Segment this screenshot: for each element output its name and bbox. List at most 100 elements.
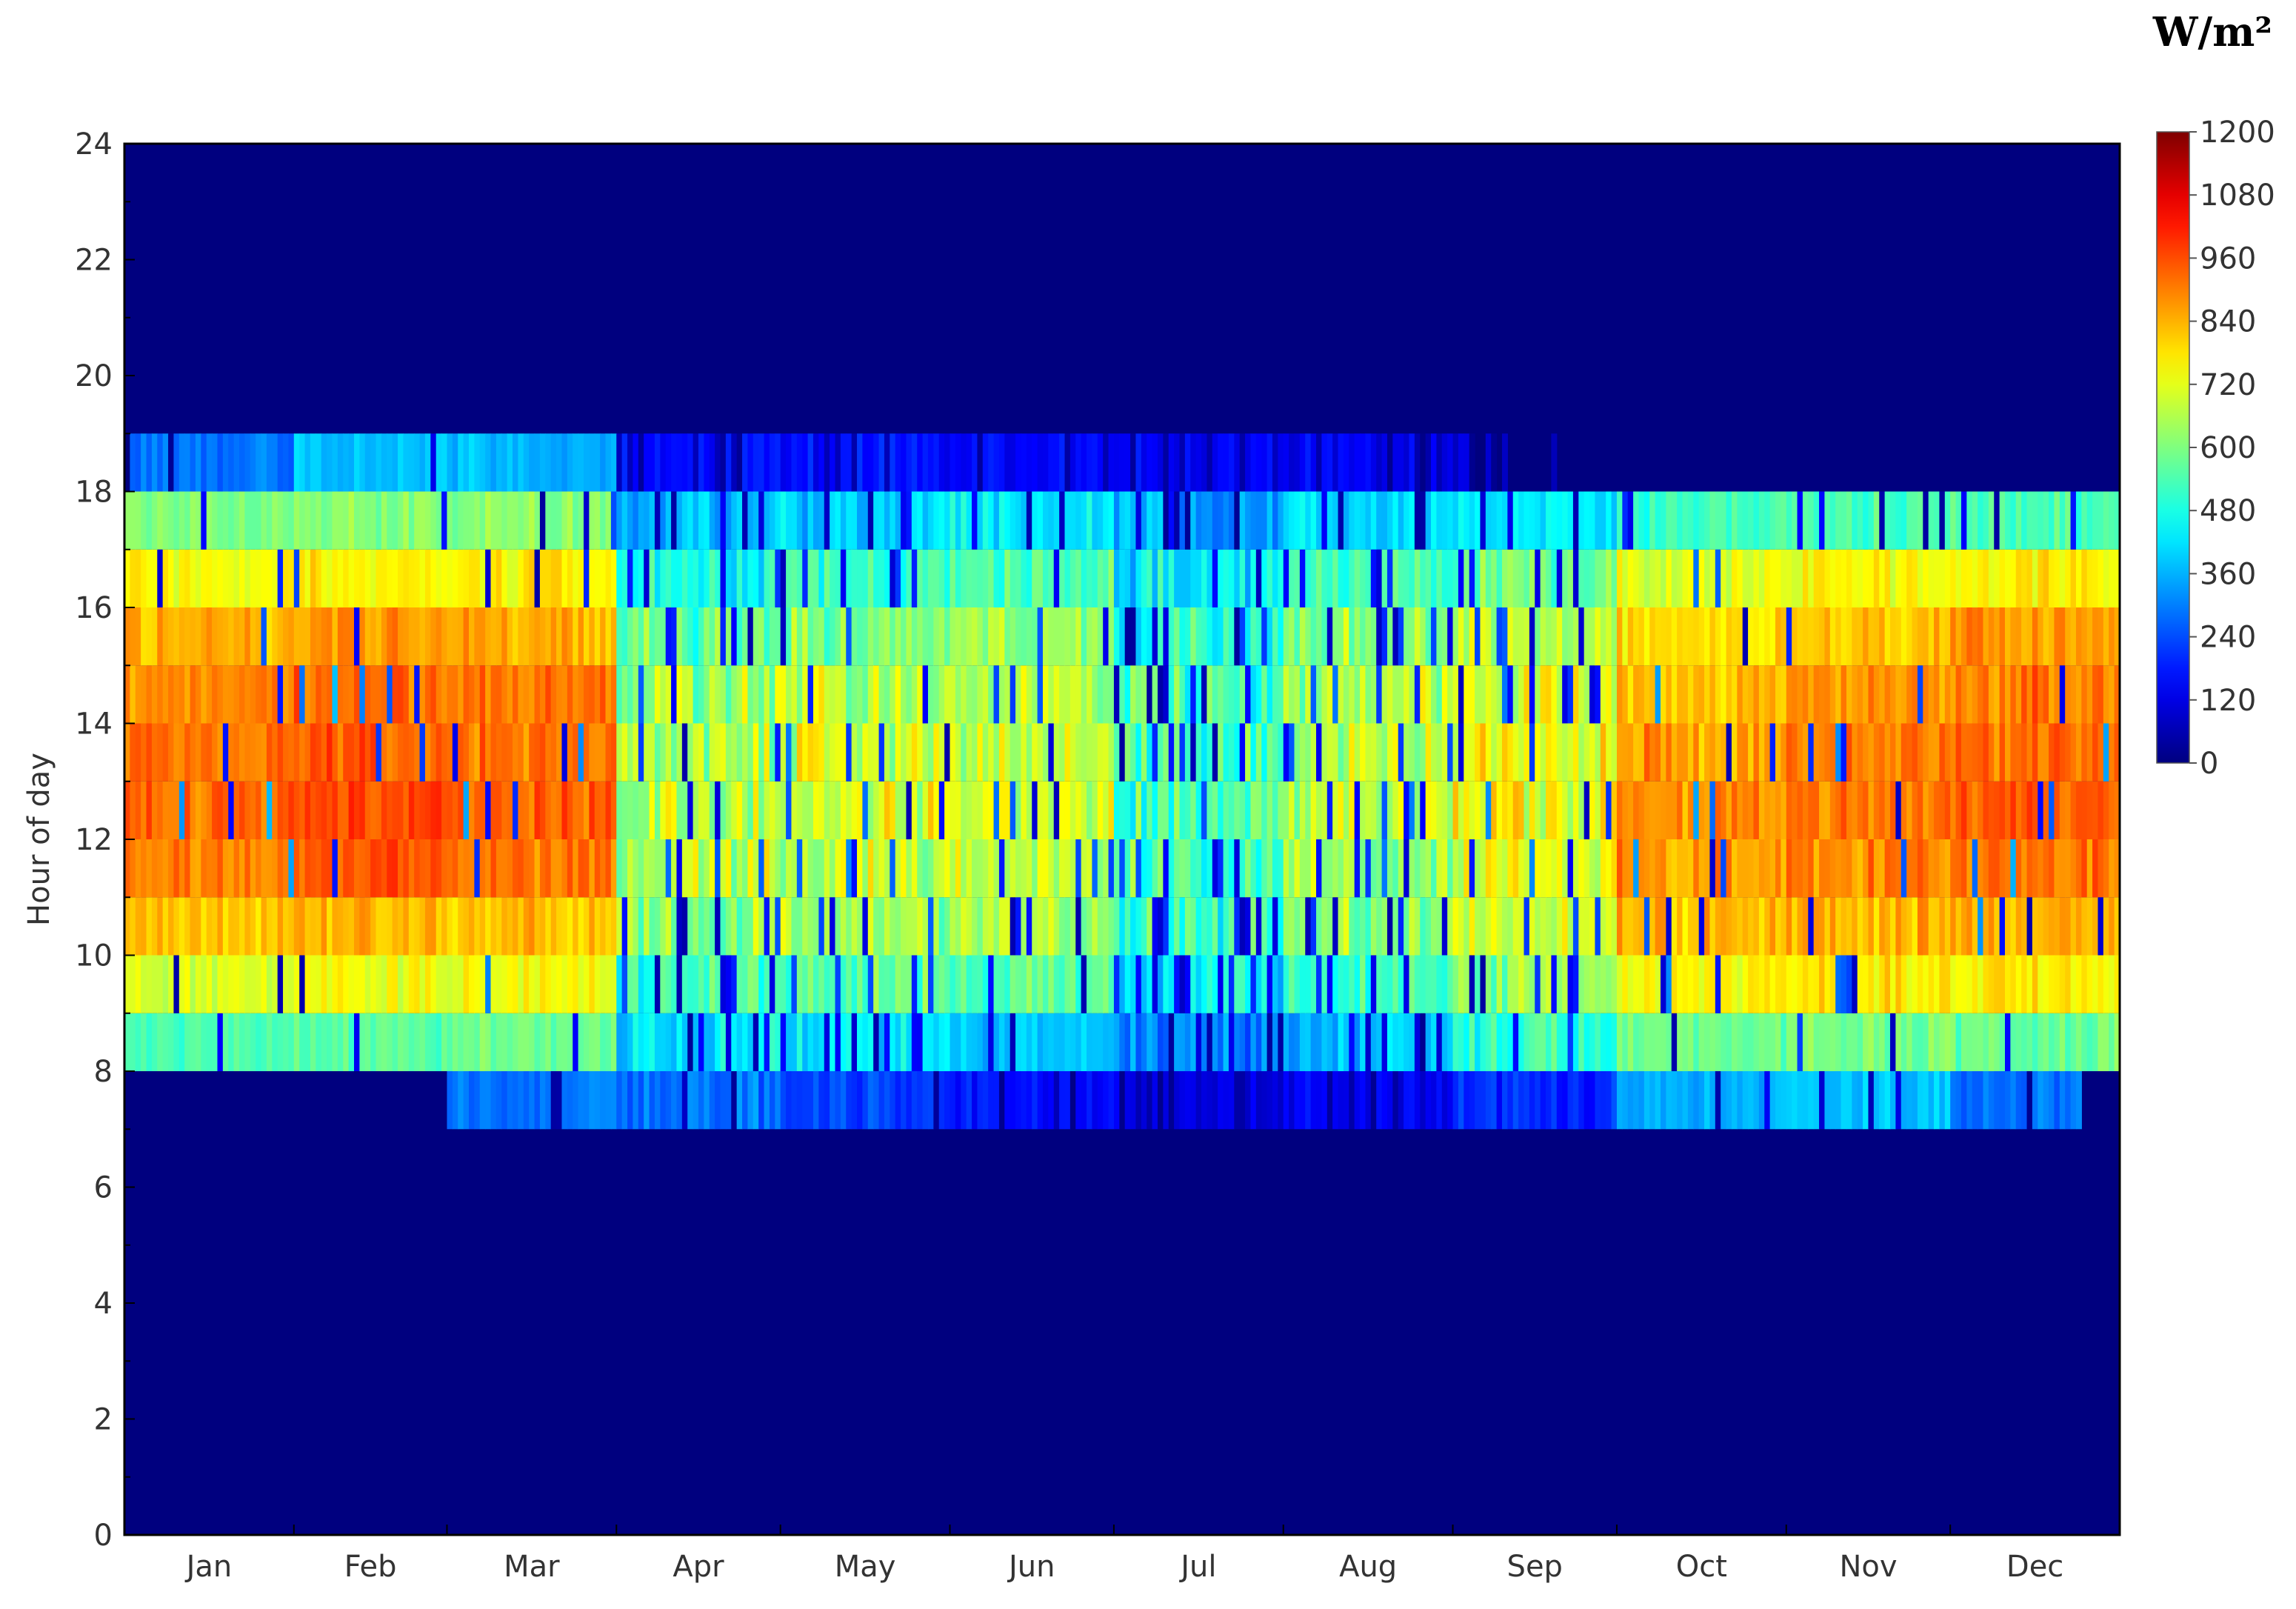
heatmap-cell	[441, 839, 448, 898]
heatmap-cell	[758, 781, 765, 839]
heatmap-cell	[878, 433, 885, 492]
heatmap-cell	[573, 607, 579, 666]
heatmap-cell	[556, 781, 563, 839]
y-tick-label: 4	[94, 1287, 113, 1321]
heatmap-cell	[1321, 1013, 1328, 1071]
heatmap-cell	[1546, 491, 1552, 550]
heatmap-cell	[228, 433, 235, 492]
heatmap-cell	[266, 607, 273, 666]
heatmap-cell	[304, 607, 311, 666]
heatmap-cell	[1753, 839, 1760, 898]
heatmap-cell	[424, 839, 431, 898]
heatmap-cell	[802, 607, 809, 666]
heatmap-cell	[654, 781, 661, 839]
heatmap-cell	[1698, 723, 1705, 782]
heatmap-cell	[950, 549, 956, 607]
heatmap-cell	[419, 839, 426, 898]
heatmap-cell	[610, 781, 617, 839]
heatmap-cell	[583, 897, 590, 956]
heatmap-cell	[327, 433, 333, 492]
heatmap-cell	[1370, 433, 1377, 492]
heatmap-cell	[1386, 1013, 1393, 1071]
heatmap-cell	[1147, 491, 1153, 550]
heatmap-cell	[408, 491, 415, 550]
heatmap-cell	[501, 955, 508, 1013]
heatmap-cell	[1184, 607, 1191, 666]
heatmap-cell	[250, 781, 256, 839]
heatmap-cell	[1037, 955, 1044, 1013]
heatmap-cell	[736, 897, 743, 956]
heatmap-cell	[1075, 955, 1082, 1013]
heatmap-cell	[206, 433, 213, 492]
heatmap-cell	[1512, 491, 1519, 550]
heatmap-cell	[1168, 433, 1175, 492]
heatmap-cell	[1032, 433, 1038, 492]
heatmap-cell	[2086, 955, 2093, 1013]
heatmap-cell	[1687, 665, 1694, 724]
heatmap-cell	[2049, 723, 2055, 782]
heatmap-cell	[1955, 1013, 1962, 1071]
heatmap-cell	[2059, 665, 2066, 724]
heatmap-cell	[1294, 665, 1301, 724]
heatmap-cell	[398, 839, 404, 898]
heatmap-cell	[1425, 955, 1432, 1013]
heatmap-cell	[1912, 665, 1918, 724]
heatmap-cell	[392, 607, 398, 666]
heatmap-cell	[1223, 665, 1229, 724]
heatmap-cell	[222, 839, 229, 898]
heatmap-cell	[1792, 955, 1798, 1013]
heatmap-cell	[1852, 723, 1858, 782]
heatmap-cell	[1343, 607, 1349, 666]
heatmap-cell	[304, 897, 311, 956]
heatmap-cell	[1726, 549, 1732, 607]
heatmap-cell	[1316, 781, 1322, 839]
heatmap-cell	[1228, 549, 1235, 607]
heatmap-cell	[1431, 607, 1437, 666]
heatmap-cell	[610, 1013, 617, 1071]
heatmap-cell	[283, 1013, 290, 1071]
heatmap-cell	[321, 839, 327, 898]
heatmap-cell	[1737, 491, 1743, 550]
heatmap-cell	[485, 781, 492, 839]
heatmap-cell	[2065, 607, 2072, 666]
heatmap-cell	[786, 723, 792, 782]
heatmap-cell	[1223, 1071, 1229, 1130]
heatmap-cell	[184, 897, 191, 956]
heatmap-cell	[1824, 781, 1831, 839]
heatmap-cell	[370, 897, 377, 956]
heatmap-cell	[840, 665, 847, 724]
heatmap-cell	[1884, 549, 1891, 607]
heatmap-cell	[168, 1013, 175, 1071]
heatmap-cell	[556, 897, 563, 956]
heatmap-cell	[1283, 1071, 1289, 1130]
heatmap-cell	[178, 607, 185, 666]
heatmap-cell	[1184, 1013, 1191, 1071]
heatmap-cell	[1496, 723, 1503, 782]
heatmap-cell	[1108, 491, 1115, 550]
heatmap-cell	[1589, 839, 1596, 898]
heatmap-cell	[704, 723, 710, 782]
heatmap-cell	[830, 1071, 836, 1130]
heatmap-cell	[1884, 665, 1891, 724]
heatmap-cell	[348, 491, 355, 550]
heatmap-cell	[1753, 549, 1760, 607]
heatmap-cell	[474, 549, 481, 607]
heatmap-cell	[698, 1013, 704, 1071]
heatmap-cell	[398, 897, 404, 956]
heatmap-cell	[1234, 491, 1241, 550]
heatmap-cell	[1414, 491, 1421, 550]
heatmap-cell	[922, 781, 929, 839]
heatmap-cell	[966, 491, 972, 550]
heatmap-cell	[998, 549, 1005, 607]
heatmap-cell	[764, 549, 770, 607]
heatmap-cell	[654, 1013, 661, 1071]
heatmap-cell	[988, 839, 995, 898]
heatmap-cell	[1283, 549, 1289, 607]
heatmap-cell	[922, 1071, 929, 1130]
heatmap-cell	[1343, 781, 1349, 839]
heatmap-cell	[1994, 1071, 2000, 1130]
heatmap-cell	[654, 607, 661, 666]
heatmap-cell	[2015, 897, 2022, 956]
heatmap-cell	[583, 781, 590, 839]
heatmap-cell	[1168, 549, 1175, 607]
